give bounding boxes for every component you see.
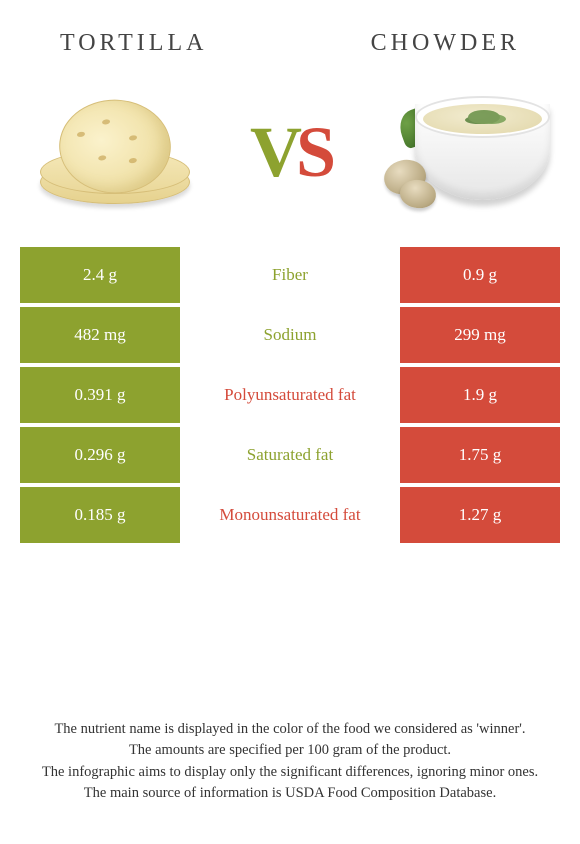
left-value: 0.296 g [20,427,180,483]
table-row: 0.185 gMonounsaturated fat1.27 g [20,487,560,543]
vs-label: VS [250,111,330,194]
right-value: 1.27 g [400,487,560,543]
footer-line: The nutrient name is displayed in the co… [20,720,560,740]
table-row: 482 mgSodium299 mg [20,307,560,363]
footer-notes: The nutrient name is displayed in the co… [20,720,560,806]
hero-row: VS [0,67,580,247]
footer-line: The infographic aims to display only the… [20,763,560,783]
nutrient-name: Polyunsaturated fat [180,367,400,423]
nutrient-name: Sodium [180,307,400,363]
vs-s: S [296,111,330,194]
right-value: 1.75 g [400,427,560,483]
tortilla-image [30,87,200,217]
right-value: 0.9 g [400,247,560,303]
vs-v: V [250,111,296,194]
chowder-image [380,87,550,217]
table-row: 0.391 gPolyunsaturated fat1.9 g [20,367,560,423]
nutrient-name: Saturated fat [180,427,400,483]
food-left-title: Tortilla [60,30,207,57]
nutrient-name: Fiber [180,247,400,303]
left-value: 0.185 g [20,487,180,543]
table-row: 0.296 gSaturated fat1.75 g [20,427,560,483]
footer-line: The main source of information is USDA F… [20,784,560,804]
nutrient-name: Monounsaturated fat [180,487,400,543]
header: Tortilla Chowder [0,0,580,67]
left-value: 482 mg [20,307,180,363]
left-value: 0.391 g [20,367,180,423]
table-row: 2.4 gFiber0.9 g [20,247,560,303]
right-value: 1.9 g [400,367,560,423]
comparison-table: 2.4 gFiber0.9 g482 mgSodium299 mg0.391 g… [0,247,580,543]
footer-line: The amounts are specified per 100 gram o… [20,741,560,761]
left-value: 2.4 g [20,247,180,303]
food-right-title: Chowder [371,30,520,57]
right-value: 299 mg [400,307,560,363]
